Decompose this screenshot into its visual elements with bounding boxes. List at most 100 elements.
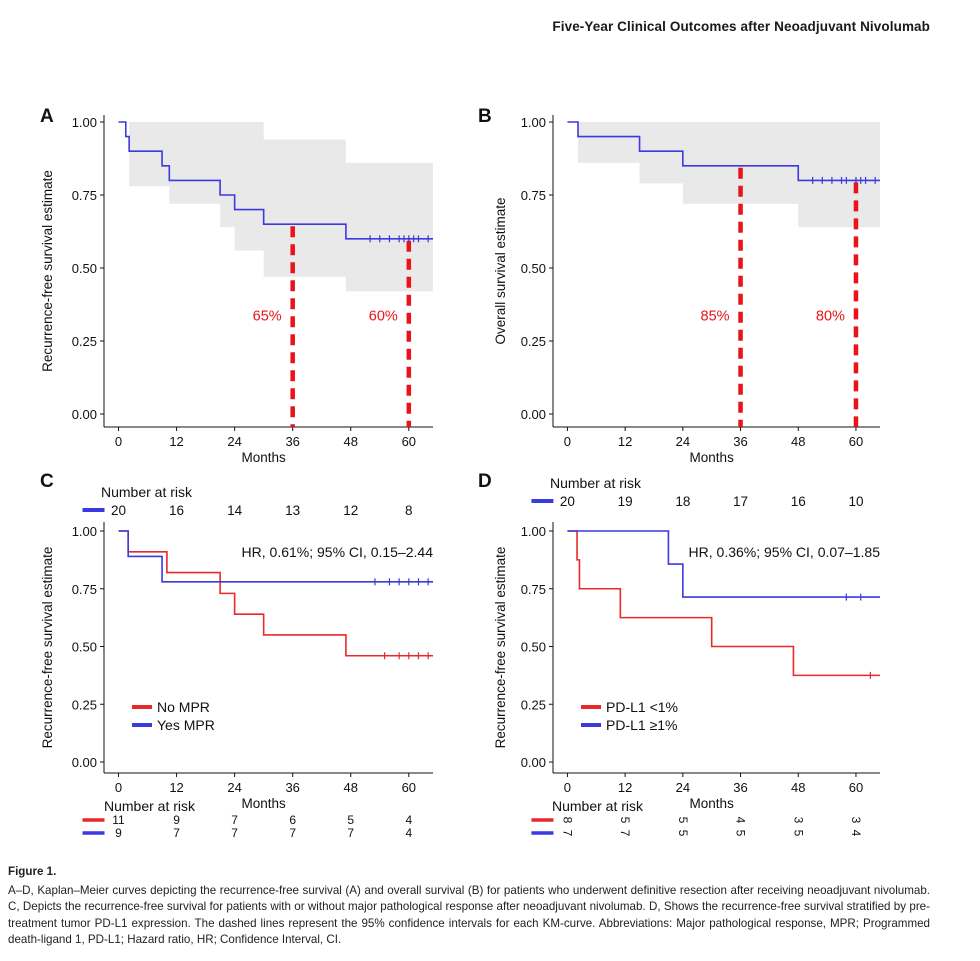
x-axis-title: Months — [690, 450, 735, 465]
risk-count: 20 — [111, 503, 126, 518]
risk-count: 6 — [289, 813, 296, 827]
confidence-band — [118, 122, 433, 292]
caption-text: A–D, Kaplan–Meier curves depicting the r… — [8, 883, 930, 947]
risk-count: 19 — [618, 494, 633, 509]
panel-letter: A — [40, 106, 54, 127]
x-tick-label: 60 — [849, 780, 863, 795]
y-tick-label: 0.25 — [521, 334, 546, 349]
risk-count: 4 — [405, 813, 412, 827]
risk-count: 18 — [675, 494, 690, 509]
y-axis-title: Recurrence-free survival estimate — [493, 547, 508, 749]
panel-d: D0.000.250.500.751.000 12 24 36 48 60MonthsRe… — [478, 471, 880, 837]
x-tick-label: 36 — [733, 780, 747, 795]
y-axis-title: Recurrence-free survival estimate — [40, 170, 55, 372]
y-tick-label: 0.50 — [72, 261, 97, 276]
risk-table-title: Number at risk — [550, 475, 642, 491]
x-tick-label: 24 — [676, 434, 690, 449]
x-tick-label: 24 — [676, 780, 690, 795]
y-tick-label: 0.50 — [521, 261, 546, 276]
x-tick-label: 60 — [402, 434, 416, 449]
y-tick-label: 0.00 — [521, 755, 546, 770]
hazard-ratio-annotation: HR, 0.36%; 95% CI, 0.07–1.85 — [689, 544, 881, 560]
y-tick-label: 0.50 — [521, 640, 546, 655]
legend-label: PD-L1 ≥1% — [606, 717, 678, 733]
x-tick-label: 0 — [564, 434, 571, 449]
risk-count: 5 — [676, 830, 690, 837]
km-curve — [118, 530, 433, 583]
y-tick-label: 0.00 — [521, 407, 546, 422]
risk-count: 12 — [343, 503, 358, 518]
km-curve — [567, 121, 880, 182]
x-tick-label: 24 — [227, 434, 241, 449]
y-tick-label: 0.50 — [72, 640, 97, 655]
risk-table-title: Number at risk — [104, 798, 196, 814]
hazard-ratio-annotation: HR, 0.61%; 95% CI, 0.15–2.44 — [242, 544, 434, 560]
x-tick-label: 48 — [791, 780, 805, 795]
panel-c: C0.000.250.500.751.000 12 24 36 48 60MonthsRe… — [40, 471, 433, 840]
risk-count: 20 — [560, 494, 575, 509]
panel-b: B 0.00 0.25 0.50 0.75 1.00 0 12 24 36 48 60 Months Ov… — [478, 106, 880, 465]
y-tick-label: 0.75 — [72, 582, 97, 597]
y-tick-label: 1.00 — [521, 524, 546, 539]
risk-count: 4 — [849, 830, 863, 837]
x-tick-label: 24 — [227, 780, 241, 795]
risk-count: 7 — [231, 826, 238, 840]
running-header: Five-Year Clinical Outcomes after Neoadj… — [552, 19, 930, 34]
risk-count: 9 — [115, 826, 122, 840]
risk-count: 7 — [231, 813, 238, 827]
risk-count: 5 — [676, 817, 690, 824]
x-tick-label: 0 — [564, 780, 571, 795]
figure-caption: Figure 1. A–D, Kaplan–Meier curves depic… — [8, 864, 930, 949]
risk-count: 4 — [405, 826, 412, 840]
y-tick-label: 0.00 — [72, 755, 97, 770]
risk-count: 5 — [347, 813, 354, 827]
x-tick-label: 12 — [618, 780, 632, 795]
x-tick-label: 36 — [285, 780, 299, 795]
risk-count: 3 — [791, 817, 805, 824]
confidence-band — [567, 122, 880, 228]
x-axis-title: Months — [690, 796, 735, 811]
risk-count: 13 — [285, 503, 300, 518]
risk-count: 10 — [848, 494, 863, 509]
risk-count: 14 — [227, 503, 243, 518]
risk-count: 7 — [560, 830, 574, 837]
km-curve — [118, 530, 433, 657]
y-tick-label: 0.75 — [521, 582, 546, 597]
y-tick-label: 1.00 — [72, 524, 97, 539]
risk-count: 11 — [112, 813, 125, 827]
x-tick-label: 12 — [169, 780, 183, 795]
risk-count: 8 — [560, 817, 574, 824]
y-tick-label: 0.75 — [521, 188, 546, 203]
x-tick-label: 48 — [344, 780, 358, 795]
x-tick-label: 36 — [733, 434, 747, 449]
x-tick-label: 36 — [285, 434, 299, 449]
risk-table-title: Number at risk — [101, 484, 193, 500]
y-axis-title: Overall survival estimate — [493, 197, 508, 344]
y-tick-label: 0.75 — [72, 188, 97, 203]
survival-percent-label: 60% — [369, 309, 398, 325]
survival-percent-label: 65% — [253, 309, 282, 325]
risk-count: 17 — [733, 494, 748, 509]
x-tick-label: 0 — [115, 780, 122, 795]
x-tick-label: 12 — [618, 434, 632, 449]
panel-letter: B — [478, 106, 492, 127]
legend-label: PD-L1 <1% — [606, 699, 678, 715]
km-curve — [567, 530, 880, 677]
legend-label: Yes MPR — [157, 717, 215, 733]
risk-table-title: Number at risk — [552, 798, 644, 814]
km-curve — [567, 530, 880, 598]
x-axis-title: Months — [242, 450, 287, 465]
risk-count: 3 — [849, 817, 863, 824]
km-curve — [118, 121, 433, 240]
risk-count: 7 — [289, 826, 296, 840]
risk-count: 16 — [791, 494, 806, 509]
y-tick-label: 0.25 — [521, 697, 546, 712]
legend-label: No MPR — [157, 699, 210, 715]
risk-count: 7 — [173, 826, 180, 840]
x-tick-label: 12 — [169, 434, 183, 449]
panel-a: A 0.00 0.25 0.50 0.75 1.00 0 12 24 36 48 60 Months Re… — [40, 106, 433, 465]
panel-letter: C — [40, 471, 54, 492]
risk-count: 5 — [734, 830, 748, 837]
risk-count: 7 — [347, 826, 354, 840]
risk-count: 16 — [169, 503, 184, 518]
